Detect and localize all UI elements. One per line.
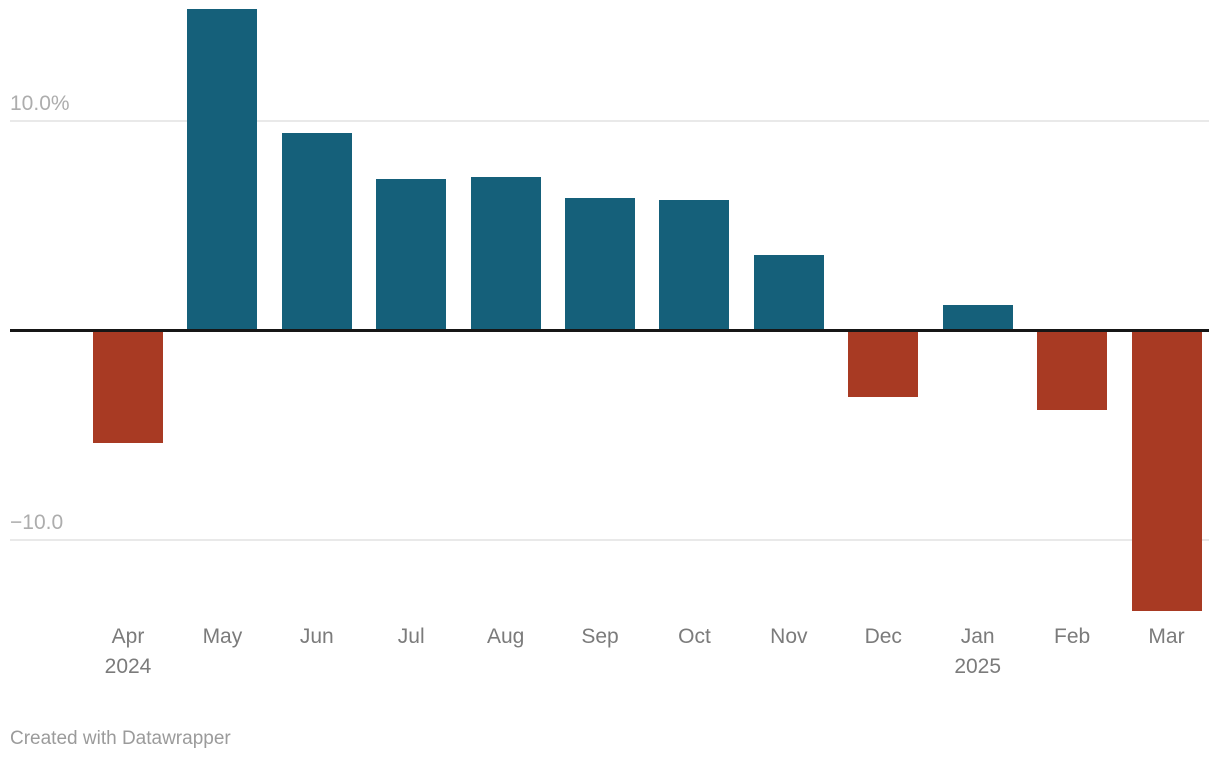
x-axis-label-mar: Mar [1112, 622, 1220, 652]
y-axis-tick-label: 10.0% [10, 91, 70, 115]
x-axis-label-line: Apr [111, 625, 145, 648]
y-gridline-10 [10, 119, 1209, 122]
datawrapper-credit-link[interactable]: Created with Datawrapper [10, 728, 231, 749]
bar-jun [281, 133, 352, 330]
x-axis-label-line: Mar [1148, 625, 1185, 648]
bar-jan-2025 [942, 304, 1013, 330]
bar-jul [376, 179, 447, 330]
x-axis-label-oct: Oct [639, 622, 749, 652]
x-axis-label-line: Jan [960, 625, 995, 648]
x-axis-label-line: Jul [397, 625, 425, 648]
chart-footer: Created with Datawrapper [10, 727, 231, 751]
x-axis-label-may: May [167, 622, 277, 652]
y-gridline--10 [10, 538, 1209, 541]
x-axis-label-line: Oct [678, 625, 711, 648]
bar-feb [1037, 330, 1108, 410]
bar-dec [848, 330, 919, 398]
x-axis-label-line: Nov [770, 625, 808, 648]
bar-sep [565, 198, 636, 330]
bar-oct [659, 200, 730, 330]
bar-may [187, 9, 258, 330]
x-axis-label-aug: Aug [451, 622, 561, 652]
x-axis-label-line: May [202, 625, 243, 648]
x-axis-label-dec: Dec [828, 622, 938, 652]
x-axis-label-feb: Feb [1017, 622, 1127, 652]
bar-mar [1131, 330, 1202, 611]
x-axis-label-jul: Jul [356, 622, 466, 652]
x-axis-label-sep: Sep [545, 622, 655, 652]
x-axis-label-line: 2025 [954, 655, 1002, 678]
x-axis-label-line: 2024 [104, 655, 152, 678]
x-axis-label-line: Aug [486, 625, 525, 648]
x-axis-label-line: Feb [1054, 625, 1091, 648]
y-axis-tick-label: −10.0 [10, 510, 64, 534]
bar-apr-2024 [93, 330, 163, 444]
x-axis-label-jan-2025: Jan 2025 [923, 622, 1033, 682]
x-axis-label-nov: Nov [734, 622, 844, 652]
x-axis-label-jun: Jun [262, 622, 372, 652]
zero-baseline [10, 328, 1209, 332]
x-axis-label-line: Dec [864, 625, 902, 648]
bar-aug [470, 177, 541, 330]
x-axis-label-line: Sep [581, 625, 619, 648]
bar-nov [753, 254, 824, 330]
x-axis-label-line: Jun [299, 625, 334, 648]
x-axis-label-apr-2024: Apr 2024 [73, 622, 183, 682]
